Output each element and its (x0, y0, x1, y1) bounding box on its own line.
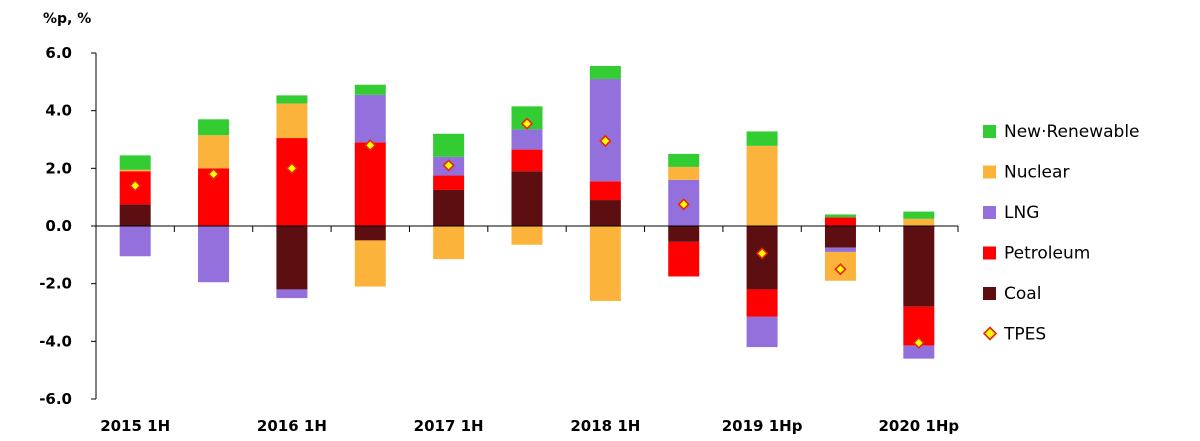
bar-segment-coal (119, 204, 151, 226)
legend-swatch-new-renewable (983, 125, 996, 138)
y-tick-label: -4.0 (39, 332, 72, 350)
tpes-marker (834, 263, 847, 276)
x-axis-ticks: 2015 1H 2016 1H 2017 1H 2018 1H 2019 1Hp 2020… (95, 226, 959, 435)
bar-segment-new-renewable (276, 95, 308, 104)
bar-groups (119, 65, 935, 359)
x-tick-label: 2018 1H (570, 417, 640, 435)
bar-segment-new-renewable (824, 214, 856, 218)
bar-segment-petroleum (824, 217, 856, 226)
bar-segment-coal (433, 189, 465, 226)
bar-segment-nuclear (511, 226, 543, 245)
x-tick-label: 2017 1H (414, 417, 484, 435)
bar-segment-nuclear (668, 166, 700, 180)
y-axis-ticks: 6.0 4.0 2.0 0.0 -2.0 -4.0 -6.0 (39, 44, 96, 408)
bar-segment-nuclear (198, 135, 230, 169)
bar-segment-new-renewable (668, 153, 700, 167)
legend-swatch-tpes (982, 326, 998, 341)
bar-segment-nuclear (589, 226, 621, 301)
legend: New·Renewable Nuclear LNG Petroleum Coal TPES (982, 122, 1140, 345)
legend-label: TPES (1003, 325, 1046, 345)
tpes-marker (599, 134, 612, 148)
tpes-marker (207, 167, 220, 181)
bar-segment-nuclear (903, 218, 935, 226)
y-tick-label: -6.0 (39, 390, 72, 408)
bar-segment-lng (511, 129, 543, 150)
bar-segment-nuclear (276, 103, 308, 139)
bar-segment-new-renewable (746, 131, 778, 146)
y-tick-label: -2.0 (39, 275, 72, 293)
bar-segment-nuclear (119, 169, 151, 172)
bar-segment-coal (668, 226, 700, 242)
tpes-markers (129, 117, 925, 349)
tpes-marker (912, 336, 925, 349)
x-tick-label: 2019 1Hp (722, 417, 803, 435)
tpes-marker (285, 162, 299, 175)
bar-segment-new-renewable (198, 119, 230, 136)
y-tick-label: 2.0 (45, 159, 72, 177)
bar-segment-petroleum (276, 138, 308, 226)
tpes-marker (520, 117, 534, 130)
bar-segment-lng (824, 247, 856, 252)
bar-segment-petroleum (668, 241, 700, 277)
x-tick-label: 2015 1H (100, 417, 170, 435)
bar-segment-lng (903, 345, 935, 359)
bar-segment-new-renewable (589, 65, 621, 79)
bar-segment-new-renewable (433, 133, 465, 157)
tpes-marker (364, 139, 377, 152)
legend-swatch-lng (983, 206, 996, 219)
y-tick-label: 6.0 (45, 44, 72, 62)
bar-segment-petroleum (433, 175, 465, 190)
legend-swatch-petroleum (983, 246, 996, 260)
legend-swatch-nuclear (983, 165, 996, 179)
legend-label: Coal (1004, 284, 1041, 304)
bar-segment-new-renewable (354, 84, 386, 95)
bar-segment-coal (589, 200, 621, 226)
bar-segment-petroleum (354, 142, 386, 226)
bar-segment-petroleum (746, 289, 778, 317)
y-tick-label: 4.0 (45, 102, 72, 120)
y-tick-label: 0.0 (45, 217, 72, 235)
tpes-marker (755, 247, 769, 260)
bar-segment-nuclear (354, 240, 386, 287)
bar-segment-lng (276, 289, 308, 299)
bar-segment-coal (511, 171, 543, 226)
bar-segment-new-renewable (903, 211, 935, 219)
bar-segment-new-renewable (119, 155, 151, 170)
x-tick-label: 2020 1Hp (878, 417, 959, 435)
bar-segment-lng (746, 316, 778, 348)
legend-label: Nuclear (1004, 163, 1069, 183)
legend-swatch-coal (983, 287, 996, 300)
bar-segment-lng (589, 78, 621, 182)
tpes-marker (442, 159, 455, 172)
bar-segment-lng (119, 226, 151, 257)
bar-segment-petroleum (589, 181, 621, 201)
bar-segment-nuclear (433, 226, 465, 260)
bar-segment-lng (198, 226, 230, 283)
legend-label: LNG (1004, 203, 1039, 223)
bar-segment-nuclear (746, 145, 778, 226)
x-tick-label: 2016 1H (257, 417, 327, 435)
y-unit-label: %p, % (43, 11, 91, 27)
bar-segment-coal (276, 226, 308, 290)
bar-segment-coal (903, 226, 935, 307)
bar-segment-lng (354, 94, 386, 143)
bar-segment-coal (824, 226, 856, 248)
bar-segment-petroleum (511, 149, 543, 172)
bar-segment-coal (354, 226, 386, 241)
tpes-marker (129, 179, 142, 192)
legend-label: New·Renewable (1004, 122, 1140, 142)
legend-label: Petroleum (1004, 244, 1090, 264)
tpes-marker (677, 198, 690, 211)
